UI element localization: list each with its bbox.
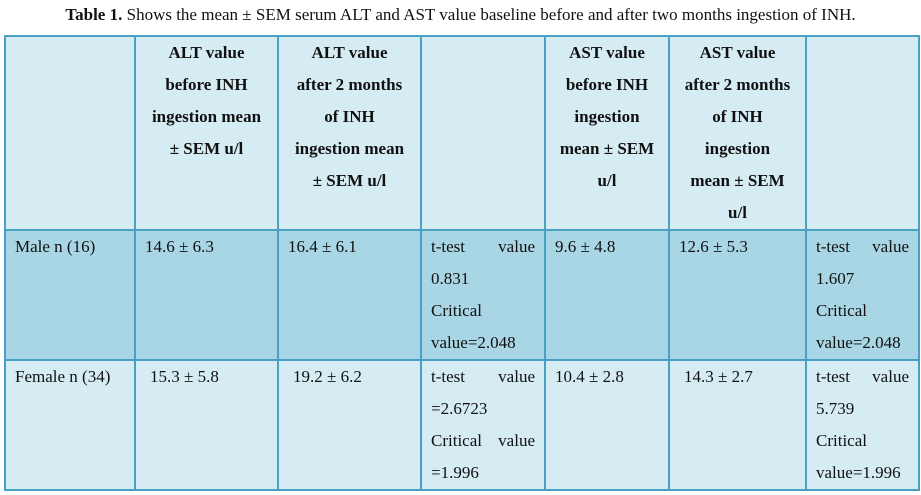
alt-after-value: 19.2 ± 6.2: [277, 359, 422, 491]
caption-text: Shows the mean ± SEM serum ALT and AST v…: [126, 5, 856, 24]
ast-after-value: 14.3 ± 2.7: [668, 359, 807, 491]
results-table: ALT value before INH ingestion mean ± SEM u…: [4, 35, 920, 491]
ast-before-value: 10.4 ± 2.8: [544, 359, 670, 491]
alt-after-value: 16.4 ± 6.1: [277, 229, 422, 361]
ast-before-value: 9.6 ± 4.8: [544, 229, 670, 361]
table-row-male: Male n (16) 14.6 ± 6.3 16.4 ± 6.1 t-test…: [4, 229, 920, 361]
header-ast-before: AST value before INH ingestion mean ± SEM u/…: [544, 35, 670, 231]
table-caption: Table 1. Shows the mean ± SEM serum ALT …: [0, 4, 921, 26]
header-cell-empty: [805, 35, 920, 231]
ast-after-value: 12.6 ± 5.3: [668, 229, 807, 361]
header-cell-empty: [4, 35, 136, 231]
table-header-row: ALT value before INH ingestion mean ± SEM u…: [4, 35, 920, 231]
alt-before-value: 14.6 ± 6.3: [134, 229, 279, 361]
header-alt-before: ALT value before INH ingestion mean ± SEM u…: [134, 35, 279, 231]
table-row-female: Female n (34) 15.3 ± 5.8 19.2 ± 6.2 t-te…: [4, 359, 920, 491]
header-cell-empty: [420, 35, 546, 231]
ast-ttest-cell: t-test value 5.739 Critical value=1.996: [805, 359, 920, 491]
alt-ttest-cell: t-test value 0.831 Critical value=2.048: [420, 229, 546, 361]
header-alt-after: ALT value after 2 months of INH ingestion m…: [277, 35, 422, 231]
group-label: Female n (34): [4, 359, 136, 491]
header-ast-after: AST value after 2 months of INH ingestion me…: [668, 35, 807, 231]
ast-ttest-cell: t-test value 1.607 Critical value=2.048: [805, 229, 920, 361]
caption-label: Table 1.: [65, 5, 123, 24]
alt-ttest-cell: t-test value =2.6723 Critical value =1.996: [420, 359, 546, 491]
group-label: Male n (16): [4, 229, 136, 361]
alt-before-value: 15.3 ± 5.8: [134, 359, 279, 491]
